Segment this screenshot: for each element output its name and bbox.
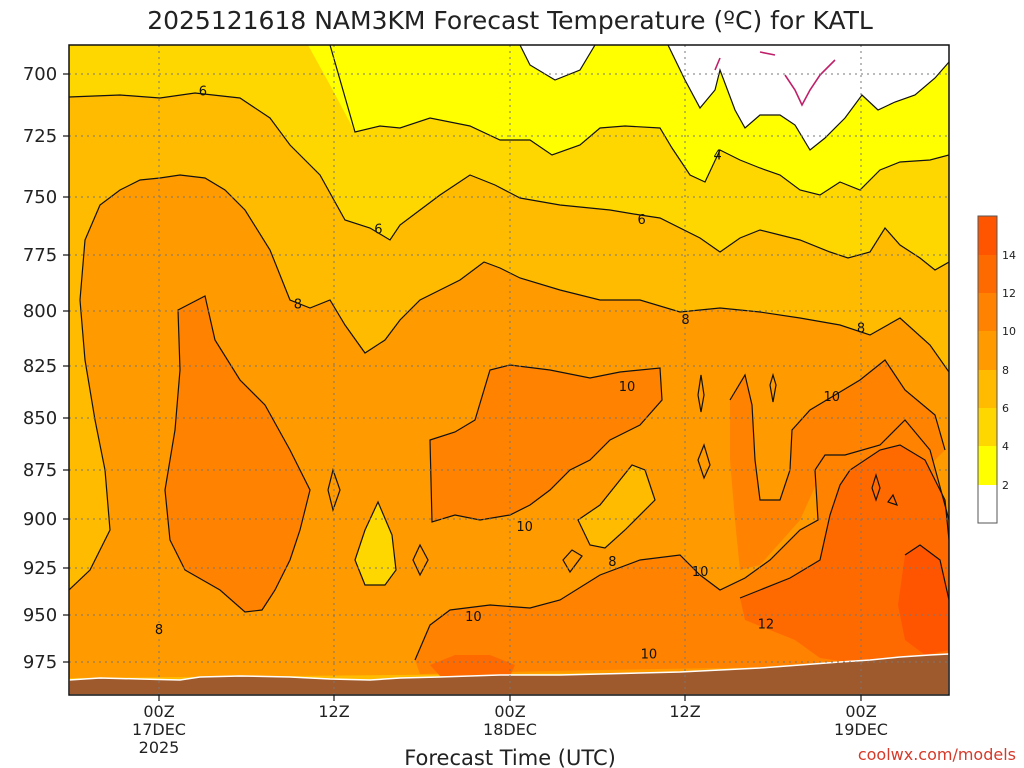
x-tick-label-18dec-12z: 12Z	[669, 702, 700, 721]
contour-2	[519, 45, 949, 151]
plot-frame	[68, 44, 950, 696]
contour-label-10-12: 10	[465, 610, 482, 625]
colorbar-label-12: 12	[1002, 287, 1016, 300]
contour-label-10-9: 10	[619, 380, 636, 395]
contour-blob-j	[887, 493, 899, 506]
colorbar-label-10: 10	[1002, 325, 1016, 338]
contour-label-10-13: 10	[692, 565, 709, 580]
colorbar-label-2: 2	[1002, 479, 1009, 492]
band-10-12-b	[430, 365, 662, 522]
band-6-8-blob-b	[578, 465, 655, 548]
contour-label-6-1: 6	[374, 223, 382, 238]
x-tick-date-17dec: 17DEC	[132, 720, 186, 739]
contour-blob-c	[327, 467, 341, 513]
band-6-8-blob-a	[355, 502, 396, 585]
y-tick-label-925: 925	[23, 558, 57, 579]
contour-label-8-4: 8	[294, 297, 302, 312]
y-tick-label-700: 700	[23, 64, 57, 85]
contour-6	[69, 92, 949, 271]
contour-lines	[69, 45, 949, 661]
x-tick-date-18dec: 18DEC	[483, 720, 537, 739]
colorbar: 14 12 10 8 6 4 2	[977, 215, 1016, 524]
y-tick-label-975: 975	[23, 652, 57, 673]
y-tick-label-875: 875	[23, 460, 57, 481]
x-tick-date-19dec: 19DEC	[834, 720, 888, 739]
contour-blob-f	[769, 372, 777, 403]
y-tick-label-850: 850	[23, 408, 57, 429]
contour-10-a	[164, 295, 311, 613]
contour-label-10-14: 10	[641, 648, 658, 663]
x-tick-label-18dec-00z: 00Z	[494, 702, 525, 721]
y-tick-label-825: 825	[23, 356, 57, 377]
contour-label-12-15: 12	[758, 617, 775, 632]
terrain-ground	[69, 653, 949, 695]
contour-label-8-6: 8	[857, 322, 865, 337]
plot-area	[69, 45, 949, 695]
colorbar-bin-below-2	[978, 485, 997, 523]
band-10-12-d	[730, 360, 945, 570]
contour-4	[329, 45, 949, 196]
contour-10-c	[414, 419, 949, 661]
x-tick-label-19dec-00z: 00Z	[845, 702, 876, 721]
contour-8	[69, 174, 949, 591]
y-tick-label-775: 775	[23, 245, 57, 266]
contour-label-6-0: 6	[199, 84, 207, 99]
x-tick-year-2025: 2025	[139, 738, 180, 757]
colorbar-frame	[977, 215, 998, 524]
colorbar-label-8: 8	[1002, 364, 1009, 377]
band-below-2	[520, 45, 949, 150]
x-tick-label-17dec-12z: 12Z	[318, 702, 349, 721]
colorbar-label-4: 4	[1002, 440, 1009, 453]
contour-label-10-10: 10	[824, 390, 841, 405]
band-14-plus	[898, 545, 949, 655]
band-10-12-a	[165, 296, 310, 612]
band-12-14	[430, 445, 949, 676]
x-axis-title: Forecast Time (UTC)	[404, 746, 616, 768]
colorbar-bin-10-12	[978, 293, 997, 331]
grid	[69, 45, 949, 695]
contour-blob-d	[412, 543, 429, 577]
contour-labels: 6 6 6 4 8 8 8 8 8 10 10 10 10 10 10 12	[155, 84, 865, 662]
colorbar-label-6: 6	[1002, 402, 1009, 415]
colorbar-bin-4-6	[978, 408, 997, 446]
contour-12	[739, 444, 949, 599]
chart-title: 2025121618 NAM3KM Forecast Temperature (…	[147, 6, 873, 35]
freezing-line	[714, 51, 836, 107]
contour-10-d	[729, 359, 946, 501]
colorbar-bin-2-4	[978, 446, 997, 485]
y-tick-label-950: 950	[23, 605, 57, 626]
contour-label-6-2: 6	[637, 213, 645, 228]
colorbar-bin-14-plus	[978, 216, 997, 255]
contour-blob-e	[697, 374, 705, 413]
y-tick-label-725: 725	[23, 126, 57, 147]
contour-blob-h	[697, 443, 711, 480]
contour-label-8-8: 8	[608, 555, 616, 570]
credit-text: coolwx.com/models	[858, 745, 1016, 764]
contour-label-4-3: 4	[714, 149, 722, 164]
x-axis: 00Z 17DEC 2025 12Z 00Z 18DEC 12Z 00Z 19D…	[132, 695, 888, 768]
contour-blob-a	[354, 500, 397, 586]
colorbar-bin-6-8	[978, 370, 997, 408]
contour-label-8-5: 8	[681, 313, 689, 328]
contour-label-8-7: 8	[155, 623, 163, 638]
contour-blob-b	[577, 464, 656, 549]
y-tick-label-900: 900	[23, 509, 57, 530]
colorbar-bin-8-10	[978, 331, 997, 370]
colorbar-bin-12-14	[978, 255, 997, 293]
contour-label-10-11: 10	[516, 520, 533, 535]
y-tick-label-750: 750	[23, 187, 57, 208]
contour-10-b	[429, 364, 663, 523]
contour-blob-i	[871, 472, 881, 502]
y-tick-label-800: 800	[23, 301, 57, 322]
colorbar-label-14: 14	[1002, 249, 1016, 262]
x-tick-label-17dec-00z: 00Z	[143, 702, 174, 721]
y-axis: 700 725 750 775 800 825 850 875 900 925 …	[23, 64, 69, 673]
contour-14	[904, 544, 949, 601]
